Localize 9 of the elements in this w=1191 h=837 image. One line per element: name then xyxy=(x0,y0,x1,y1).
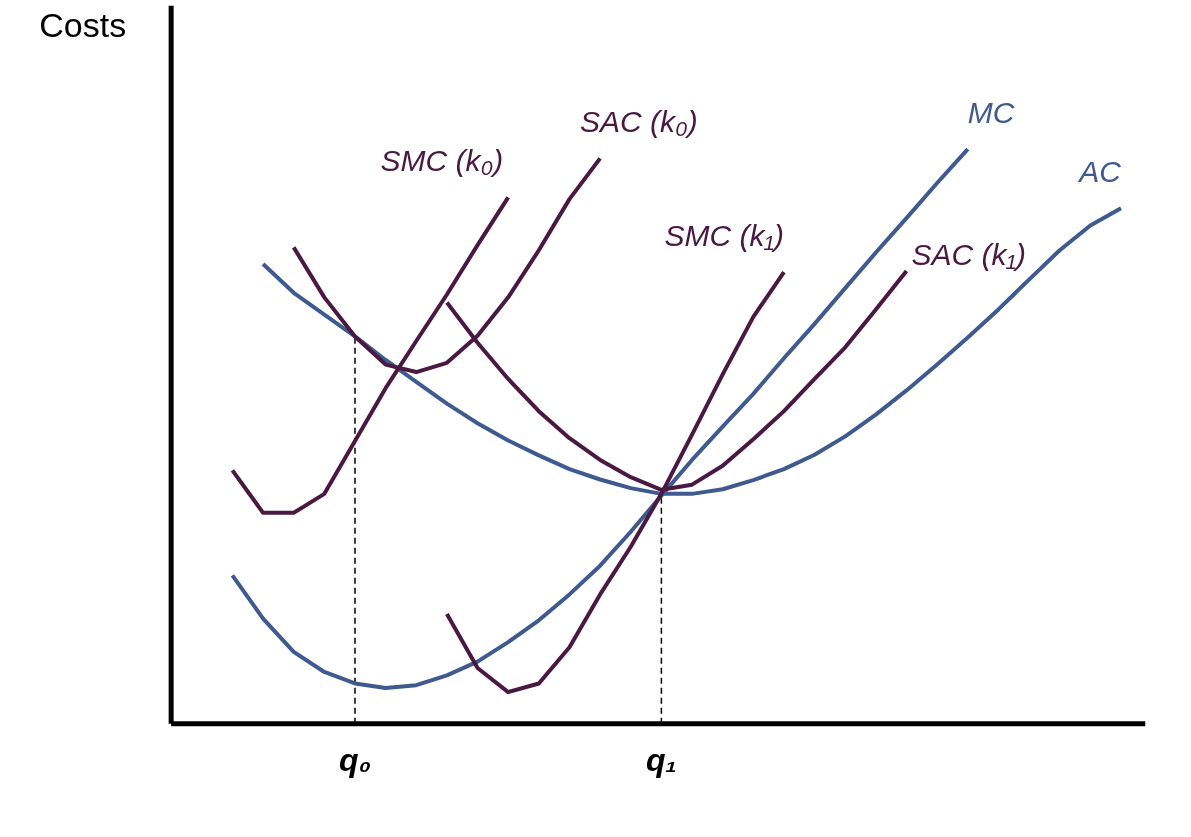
series-label: SMC (k₀) xyxy=(380,144,504,178)
x-tick-label: q₀ xyxy=(338,741,372,778)
x-tick-label: q₁ xyxy=(645,741,677,778)
series-label: SMC (k₁) xyxy=(664,219,784,253)
series-label: AC xyxy=(1077,155,1122,189)
y-axis-title: Costs xyxy=(39,5,127,44)
series-label: SAC (k₀) xyxy=(580,105,698,139)
series-label: MC xyxy=(967,96,1015,130)
series-label: SAC (k₁) xyxy=(911,237,1026,271)
